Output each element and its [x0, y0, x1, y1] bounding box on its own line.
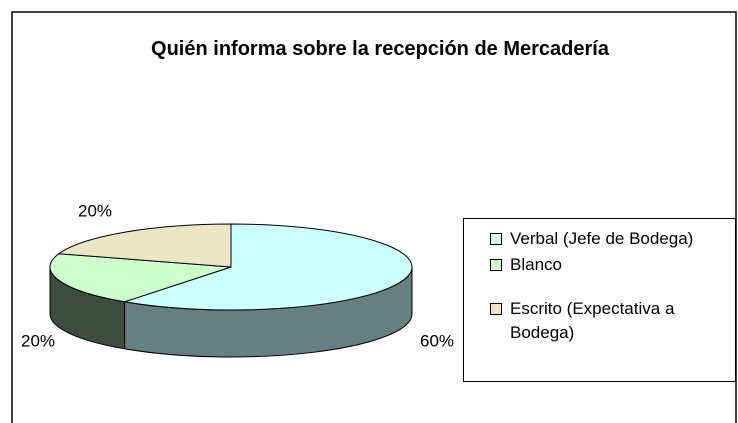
- chart-title: Quién informa sobre la recepción de Merc…: [151, 38, 609, 60]
- legend: Verbal (Jefe de Bodega) Blanco Escrito (Ex…: [463, 218, 736, 382]
- frame: [11, 11, 737, 423]
- data-label: 20%: [78, 201, 112, 220]
- pie-slice: [49, 253, 232, 303]
- legend-label: Blanco: [510, 255, 562, 274]
- pie-slice: [57, 223, 232, 268]
- legend-entry: Escrito (Expectativa a Bodega): [490, 297, 735, 345]
- data-label: 60%: [420, 331, 454, 350]
- legend-swatch: [490, 259, 502, 271]
- legend-entry: Verbal (Jefe de Bodega): [490, 227, 735, 251]
- legend-entry: Blanco: [490, 253, 735, 277]
- legend-swatch: [490, 233, 502, 245]
- data-label: 20%: [21, 331, 55, 350]
- legend-label: Escrito (Expectativa a Bodega): [510, 299, 675, 342]
- pie-slice: [124, 223, 413, 311]
- legend-swatch: [490, 303, 502, 315]
- legend-label: Verbal (Jefe de Bodega): [510, 229, 694, 248]
